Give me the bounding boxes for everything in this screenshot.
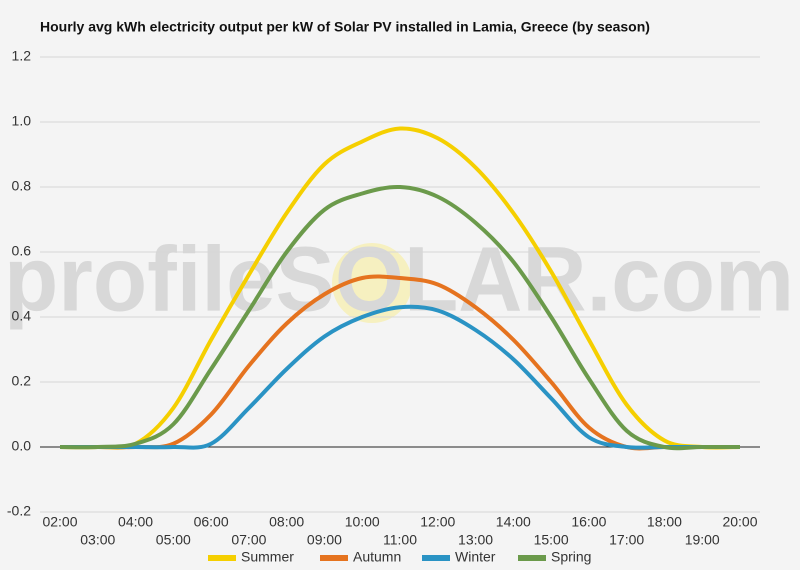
legend-label: Autumn [353,549,401,565]
y-tick-label: 0.0 [12,438,32,454]
legend-swatch [518,555,546,561]
series-line [59,126,741,450]
series-line [60,304,740,450]
x-tick-label: 02:00 [42,514,77,530]
legend-label: Summer [241,549,294,565]
x-tick-label: 15:00 [534,532,569,548]
x-tick-label: 14:00 [496,514,531,530]
y-tick-label: 1.2 [12,48,32,64]
x-tick-label: 18:00 [647,514,682,530]
legend-swatch [320,555,348,561]
legend-swatch [208,555,236,561]
x-tick-label: 07:00 [231,532,266,548]
x-tick-label: 16:00 [571,514,606,530]
x-tick-label: 11:00 [383,532,417,548]
y-tick-label: 1.0 [12,113,32,129]
legend-label: Winter [455,549,496,565]
series-line [59,184,740,451]
y-tick-label: 0.6 [12,243,32,259]
x-tick-label: 06:00 [194,514,229,530]
chart-title: Hourly avg kWh electricity output per kW… [40,19,650,35]
y-tick-label: -0.2 [7,503,31,519]
x-tick-label: 10:00 [345,514,380,530]
legend-swatch [422,555,450,561]
x-tick-label: 13:00 [458,532,493,548]
x-tick-label: 08:00 [269,514,304,530]
y-tick-label: 0.2 [12,373,32,389]
x-tick-label: 20:00 [722,514,757,530]
legend-label: Spring [551,549,591,565]
y-tick-label: 0.4 [12,308,32,324]
x-tick-label: 04:00 [118,514,153,530]
x-tick-label: 19:00 [685,532,720,548]
x-tick-label: 05:00 [156,532,191,548]
x-tick-label: 17:00 [609,532,644,548]
x-tick-label: 12:00 [420,514,455,530]
y-tick-label: 0.8 [12,178,32,194]
watermark-sun [332,243,412,323]
x-tick-label: 09:00 [307,532,342,548]
x-tick-label: 03:00 [80,532,115,548]
